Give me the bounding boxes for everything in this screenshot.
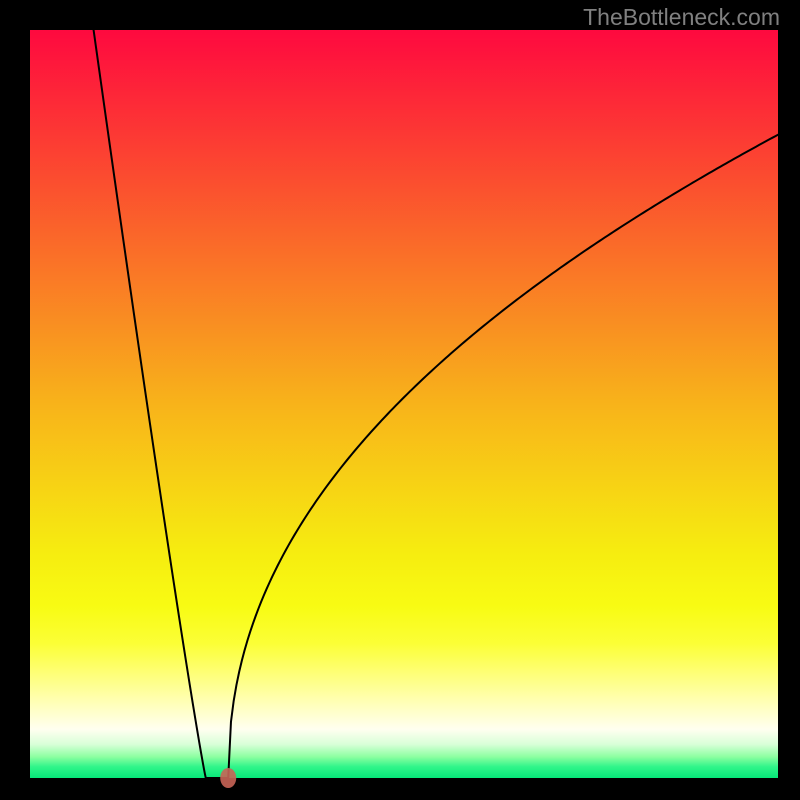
watermark-text: TheBottleneck.com <box>583 4 780 31</box>
chart-plot-area <box>30 30 778 778</box>
